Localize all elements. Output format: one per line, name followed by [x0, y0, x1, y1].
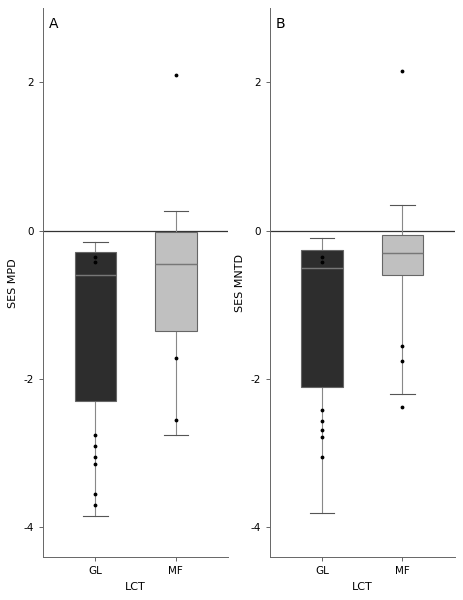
Text: A: A: [49, 17, 58, 31]
Text: B: B: [275, 17, 285, 31]
X-axis label: LCT: LCT: [125, 581, 146, 592]
FancyBboxPatch shape: [382, 235, 423, 275]
Y-axis label: SES MPD: SES MPD: [8, 258, 19, 308]
FancyBboxPatch shape: [301, 250, 343, 386]
X-axis label: LCT: LCT: [352, 581, 373, 592]
Y-axis label: SES MNTD: SES MNTD: [235, 254, 245, 312]
FancyBboxPatch shape: [155, 232, 197, 331]
FancyBboxPatch shape: [75, 251, 116, 401]
